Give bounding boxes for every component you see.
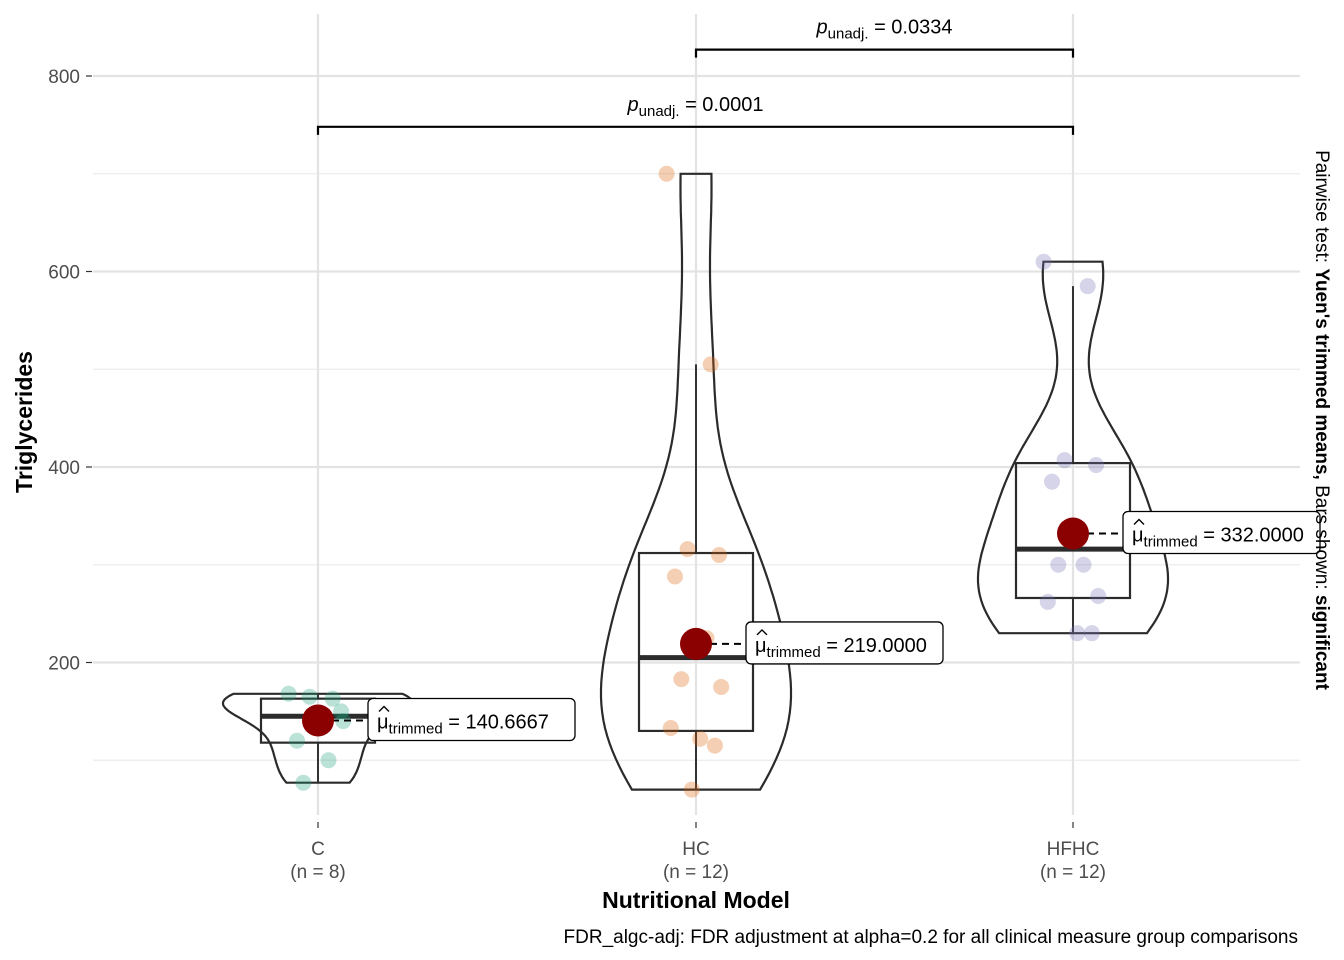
data-point-C: [320, 752, 337, 769]
bracket-HC-HFHC: [694, 48, 1075, 58]
data-point-HFHC: [1069, 625, 1086, 642]
violin-HC: [599, 172, 793, 791]
data-points: [280, 165, 1107, 798]
mean-label-text: μtrimmed = 140.6667: [377, 711, 549, 737]
data-point-HFHC: [1044, 473, 1060, 490]
data-point-HC: [673, 671, 690, 688]
data-point-C: [335, 713, 352, 730]
data-point-C: [295, 774, 312, 791]
y-tick-label: 800: [48, 67, 80, 88]
mean-label-box: [745, 621, 944, 665]
subtitle-shown: significant: [1311, 595, 1332, 691]
hat-mark: [756, 628, 768, 636]
data-point-C: [301, 688, 318, 705]
trimmed-mean-point-C: [302, 704, 334, 737]
x-tick-n-label: (n = 12): [663, 862, 729, 883]
x-tick-label: HFHC: [1047, 839, 1100, 860]
subtitle-prefix: Pairwise test:: [1311, 150, 1332, 268]
mean-label-box: [1122, 510, 1321, 555]
mean-label-box: [367, 697, 576, 742]
p-value-label: punadj. = 0.0334: [816, 17, 953, 43]
data-point-HFHC: [1075, 556, 1092, 573]
x-tick-n-label: (n = 8): [290, 862, 345, 883]
violin-C: [221, 692, 415, 784]
y-tick-label: 600: [48, 263, 80, 284]
caption: FDR_algc-adj: FDR adjustment at alpha=0.…: [564, 927, 1298, 948]
hat-mark: [1133, 518, 1145, 525]
data-point-HC: [692, 730, 709, 747]
trimmed-mean-point-HFHC: [1057, 517, 1089, 550]
violins: [221, 172, 1170, 791]
data-point-C: [280, 685, 297, 702]
data-point-HC: [713, 678, 730, 695]
y-tick-label: 400: [48, 458, 80, 479]
data-point-HC: [662, 719, 679, 736]
data-point-HC: [711, 546, 728, 563]
data-point-HFHC: [1050, 556, 1067, 573]
violin-HFHC: [976, 260, 1170, 635]
data-point-HC: [667, 568, 683, 585]
mean-label-text: μtrimmed = 219.0000: [755, 635, 927, 661]
data-point-C: [289, 732, 305, 749]
data-point-HFHC: [1079, 278, 1096, 295]
data-point-HC: [706, 737, 723, 754]
y-axis-title: Triglycerides: [11, 351, 37, 493]
data-point-C: [333, 703, 350, 720]
x-axis-title: Nutritional Model: [602, 887, 790, 913]
data-point-HFHC: [1039, 593, 1056, 610]
data-point-HFHC: [1035, 253, 1052, 270]
pairwise-test-subtitle: Pairwise test: Yuen's trimmed means, Bar…: [1311, 150, 1332, 691]
hat-mark: [378, 705, 390, 712]
trimmed-mean-point-HC: [680, 627, 712, 660]
data-point-C: [324, 690, 341, 707]
subtitle-test: Yuen's trimmed means,: [1311, 268, 1332, 480]
mean-label-text: μtrimmed = 332.0000: [1132, 524, 1304, 550]
x-tick-label: C: [311, 839, 325, 860]
bracket-C-HFHC: [316, 125, 1075, 135]
data-point-HC: [702, 356, 719, 373]
significance-brackets: punadj. = 0.0001 punadj. = 0.0334: [316, 17, 1075, 135]
data-point-HFHC: [1083, 625, 1100, 642]
y-tick-label: 200: [48, 654, 80, 675]
data-point-HC: [679, 541, 696, 558]
trimmed-means: μtrimmed = 140.6667 μtrimmed = 219.0000 μt…: [302, 510, 1321, 742]
data-point-HC: [683, 781, 700, 798]
data-point-HFHC: [1088, 457, 1105, 474]
data-point-HFHC: [1090, 588, 1107, 605]
x-tick-n-label: (n = 12): [1040, 862, 1106, 883]
subtitle-middle: Bars shown:: [1311, 480, 1332, 595]
data-point-HC: [658, 165, 675, 182]
data-point-HFHC: [1056, 452, 1073, 469]
x-tick-label: HC: [682, 839, 709, 860]
p-value-label: punadj. = 0.0001: [627, 94, 764, 120]
